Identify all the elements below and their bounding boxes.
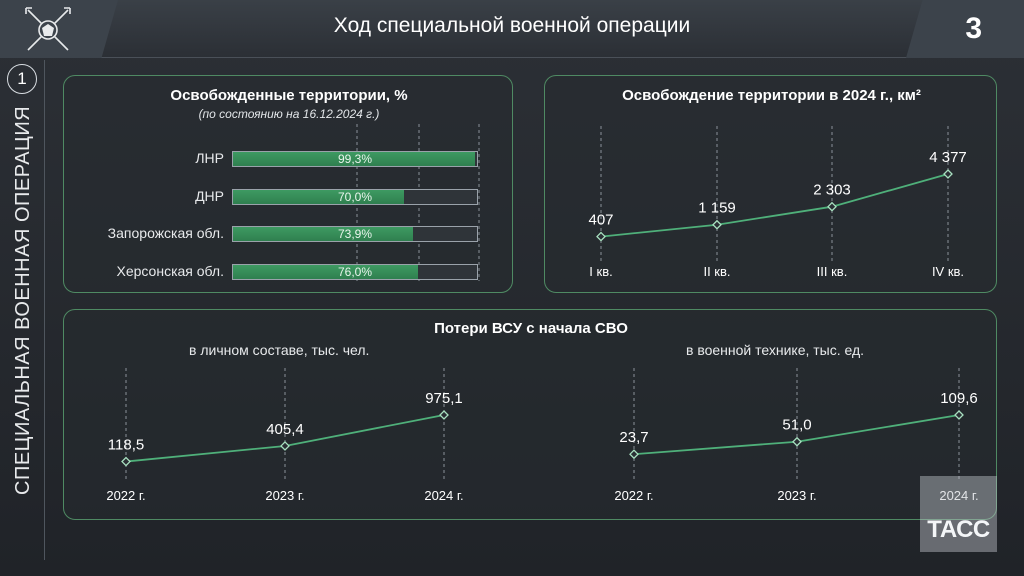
personnel-value-label: 118,5 <box>108 437 144 454</box>
bar-chart-subtitle: (по состоянию на 16.12.2024 г.) <box>198 107 380 121</box>
military-emblem-icon <box>25 7 71 51</box>
territory-series-line <box>600 173 949 238</box>
equipment-point <box>629 449 639 460</box>
equipment-category-label: 2023 г. <box>777 488 816 503</box>
territory-value-label: 2 303 <box>813 182 851 199</box>
bar-category-label: Запорожская обл. <box>107 225 224 241</box>
territory-category-label: IV кв. <box>932 264 964 279</box>
losses-panel: Потери ВСУ с начала СВО в личном составе… <box>63 309 997 520</box>
side-divider <box>44 60 45 560</box>
personnel-category-label: 2022 г. <box>106 488 145 503</box>
losses-chart-title: Потери ВСУ с начала СВО <box>434 320 628 337</box>
section-vertical-label: СПЕЦИАЛЬНАЯ ВОЕННАЯ ОПЕРАЦИЯ <box>12 105 34 495</box>
personnel-value-label: 975,1 <box>425 390 463 407</box>
equipment-value-label: 109,6 <box>940 390 978 407</box>
bar-value-label: 76,0% <box>337 265 373 279</box>
personnel-point <box>280 441 290 451</box>
territory-category-label: II кв. <box>703 264 730 279</box>
personnel-point <box>439 410 449 420</box>
territory-point <box>827 201 837 212</box>
equipment-value-label: 23,7 <box>619 429 648 446</box>
bar-category-label: ДНР <box>195 188 224 204</box>
liberated-territories-panel: Освобожденные территории, % (по состояни… <box>63 75 513 293</box>
bar-value-label: 70,0% <box>337 190 373 204</box>
personnel-value-label: 405,4 <box>266 421 304 438</box>
section-number-badge: 1 <box>7 64 37 94</box>
bar-category-label: Херсонская обл. <box>116 263 224 279</box>
equipment-subtitle: в военной технике, тыс. ед. <box>686 342 865 358</box>
bar-value-label: 73,9% <box>337 227 373 241</box>
header-bar: Ход специальной военной операции 3 <box>0 0 1024 58</box>
territory-category-label: III кв. <box>817 264 848 279</box>
territory-point <box>596 231 606 242</box>
bar <box>233 265 419 279</box>
territory-line-chart: 407 I кв. 1 159 II кв. 2 303 III кв. 4 377 IV к… <box>588 126 967 279</box>
territory-chart-title: Освобождение территории в 2024 г., км² <box>622 87 921 104</box>
page-title: Ход специальной военной операции <box>333 14 691 37</box>
territory-category-label: I кв. <box>589 264 612 279</box>
territory-value-label: 407 <box>588 212 613 229</box>
territory-value-label: 1 159 <box>698 200 736 217</box>
tass-logo-text: ТАСС <box>927 516 990 543</box>
bar-chart-gridlines <box>356 124 480 281</box>
bar <box>233 227 414 241</box>
bar-track: 73,9% <box>232 226 478 242</box>
page-number-area <box>906 0 1024 58</box>
bar-chart-title: Освобожденные территории, % <box>170 87 408 104</box>
territory-value-label: 4 377 <box>929 149 967 166</box>
bar <box>233 190 404 204</box>
territory-point <box>712 219 722 230</box>
bar-track: 99,3% <box>232 151 478 167</box>
personnel-category-label: 2023 г. <box>265 488 304 503</box>
personnel-point <box>121 456 131 467</box>
tass-watermark: ТАСС <box>920 476 997 552</box>
equipment-category-label: 2024 г. <box>939 488 978 503</box>
page-number: 3 <box>965 12 982 45</box>
personnel-subtitle: в личном составе, тыс. чел. <box>189 342 370 358</box>
bar <box>233 152 476 166</box>
equipment-point <box>954 410 964 420</box>
logo-area <box>0 0 118 58</box>
equipment-category-label: 2022 г. <box>614 488 653 503</box>
personnel-category-label: 2024 г. <box>424 488 463 503</box>
territory-point <box>943 169 953 179</box>
territory-2024-panel: Освобождение территории в 2024 г., км² 4… <box>544 75 997 293</box>
losses-line-charts: 118,5 2022 г. 405,4 2023 г. 975,1 2024 г. 23,7… <box>106 368 979 503</box>
bar-category-label: ЛНР <box>195 150 224 166</box>
bar-track: 70,0% <box>232 189 478 205</box>
bar-value-label: 99,3% <box>337 152 373 166</box>
equipment-value-label: 51,0 <box>782 417 811 434</box>
equipment-point <box>792 436 802 447</box>
bar-track: 76,0% <box>232 264 478 280</box>
